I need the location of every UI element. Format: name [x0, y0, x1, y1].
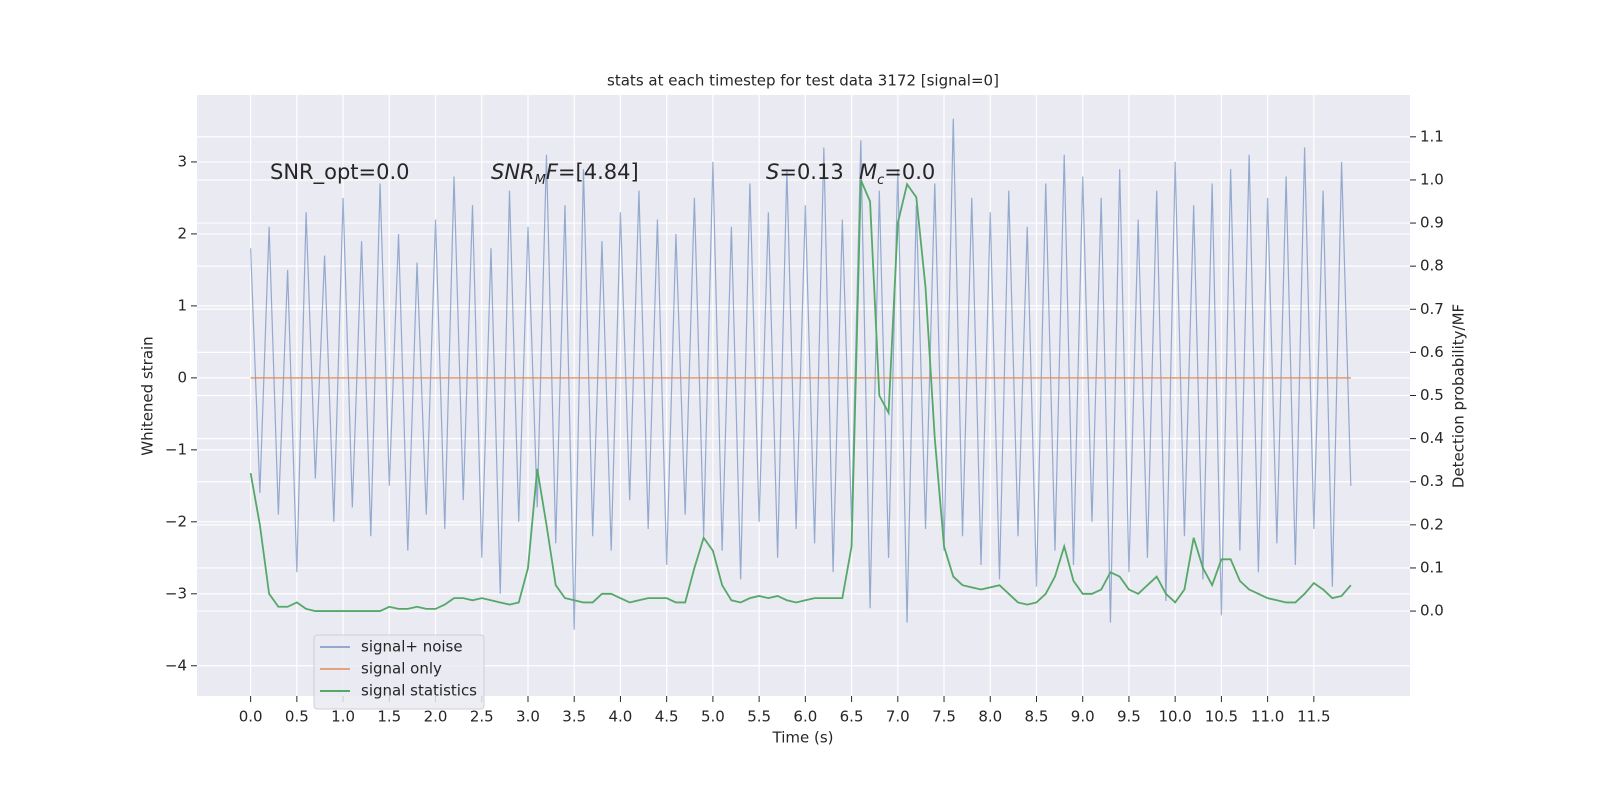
x-tick-label: 0.0 — [239, 708, 263, 726]
annotation-part: c — [877, 173, 884, 188]
x-tick-label: 1.0 — [331, 708, 355, 726]
annotation-part: M — [859, 160, 877, 184]
y-tick-label: −1 — [165, 440, 187, 458]
annotation-part: =0.13 — [779, 160, 843, 184]
annotation-part: =[4.84] — [558, 160, 639, 184]
y-tick-label: 3 — [177, 152, 187, 170]
x-tick-label: 8.5 — [1025, 708, 1049, 726]
y2-tick-label: 0.7 — [1420, 300, 1444, 318]
chart-title: stats at each timestep for test data 317… — [607, 72, 999, 90]
y2-tick-label: 0.5 — [1420, 386, 1444, 404]
x-tick-label: 7.0 — [886, 708, 910, 726]
y-tick-label: −2 — [165, 512, 187, 530]
x-tick-label: 4.5 — [655, 708, 679, 726]
annotation: Mc=0.0 — [859, 160, 935, 188]
y-axis-label: Whitened strain — [139, 336, 157, 455]
y2-axis-label: Detection probability/MF — [1450, 304, 1468, 488]
annotation-part: =0.0 — [884, 160, 935, 184]
y2-tick-label: 0.2 — [1420, 515, 1444, 533]
legend-box — [313, 634, 485, 710]
y2-tick-label: 0.8 — [1420, 257, 1444, 275]
legend-label: signal+ noise — [361, 638, 463, 656]
x-tick-label: 2.5 — [470, 708, 494, 726]
x-tick-label: 10.0 — [1158, 708, 1191, 726]
y2-tick-label: 0.4 — [1420, 429, 1444, 447]
x-tick-label: 6.0 — [793, 708, 817, 726]
x-tick-label: 1.5 — [377, 708, 401, 726]
x-tick-label: 0.5 — [285, 708, 309, 726]
legend-label: signal statistics — [361, 682, 477, 700]
y2-tick-label: 0.1 — [1420, 558, 1444, 576]
x-tick-label: 4.0 — [609, 708, 633, 726]
annotation-part: SNR_opt=0.0 — [270, 160, 410, 185]
series-line — [249, 179, 1352, 612]
x-tick-label: 11.0 — [1251, 708, 1284, 726]
x-tick-label: 9.0 — [1071, 708, 1095, 726]
x-tick-label: 9.5 — [1117, 708, 1141, 726]
y2-tick-label: 1.1 — [1420, 127, 1444, 145]
x-tick-label: 3.5 — [562, 708, 586, 726]
y2-tick-label: 1.0 — [1420, 170, 1444, 188]
annotation-part: M — [535, 173, 546, 188]
y2-tick-label: 0.9 — [1420, 214, 1444, 232]
series-line — [250, 118, 1352, 630]
annotation-part: S — [766, 160, 779, 184]
x-tick-label: 8.0 — [978, 708, 1002, 726]
y-tick-label: 0 — [177, 368, 187, 386]
annotation-part: F — [546, 160, 559, 184]
y-tick-label: −4 — [165, 656, 187, 674]
y-tick-label: 2 — [177, 224, 187, 242]
y2-tick-label: 0.0 — [1420, 602, 1444, 620]
x-tick-label: 5.0 — [701, 708, 725, 726]
annotation-part: SNR — [491, 160, 535, 184]
annotation: SNRMF=[4.84] — [491, 160, 639, 188]
y-tick-label: 1 — [177, 296, 187, 314]
x-tick-label: 2.0 — [424, 708, 448, 726]
annotation: S=0.13 — [766, 160, 844, 184]
x-tick-label: 7.5 — [932, 708, 956, 726]
legend-label: signal only — [361, 660, 442, 678]
x-axis-label: Time (s) — [772, 729, 834, 747]
x-tick-label: 3.0 — [516, 708, 540, 726]
y2-tick-label: 0.6 — [1420, 343, 1444, 361]
y2-tick-label: 0.3 — [1420, 472, 1444, 490]
y-tick-label: −3 — [165, 584, 187, 602]
x-tick-label: 6.5 — [840, 708, 864, 726]
annotation: SNR_opt=0.0 — [270, 160, 410, 185]
x-tick-label: 10.5 — [1205, 708, 1238, 726]
x-tick-label: 5.5 — [747, 708, 771, 726]
x-tick-label: 11.5 — [1297, 708, 1330, 726]
